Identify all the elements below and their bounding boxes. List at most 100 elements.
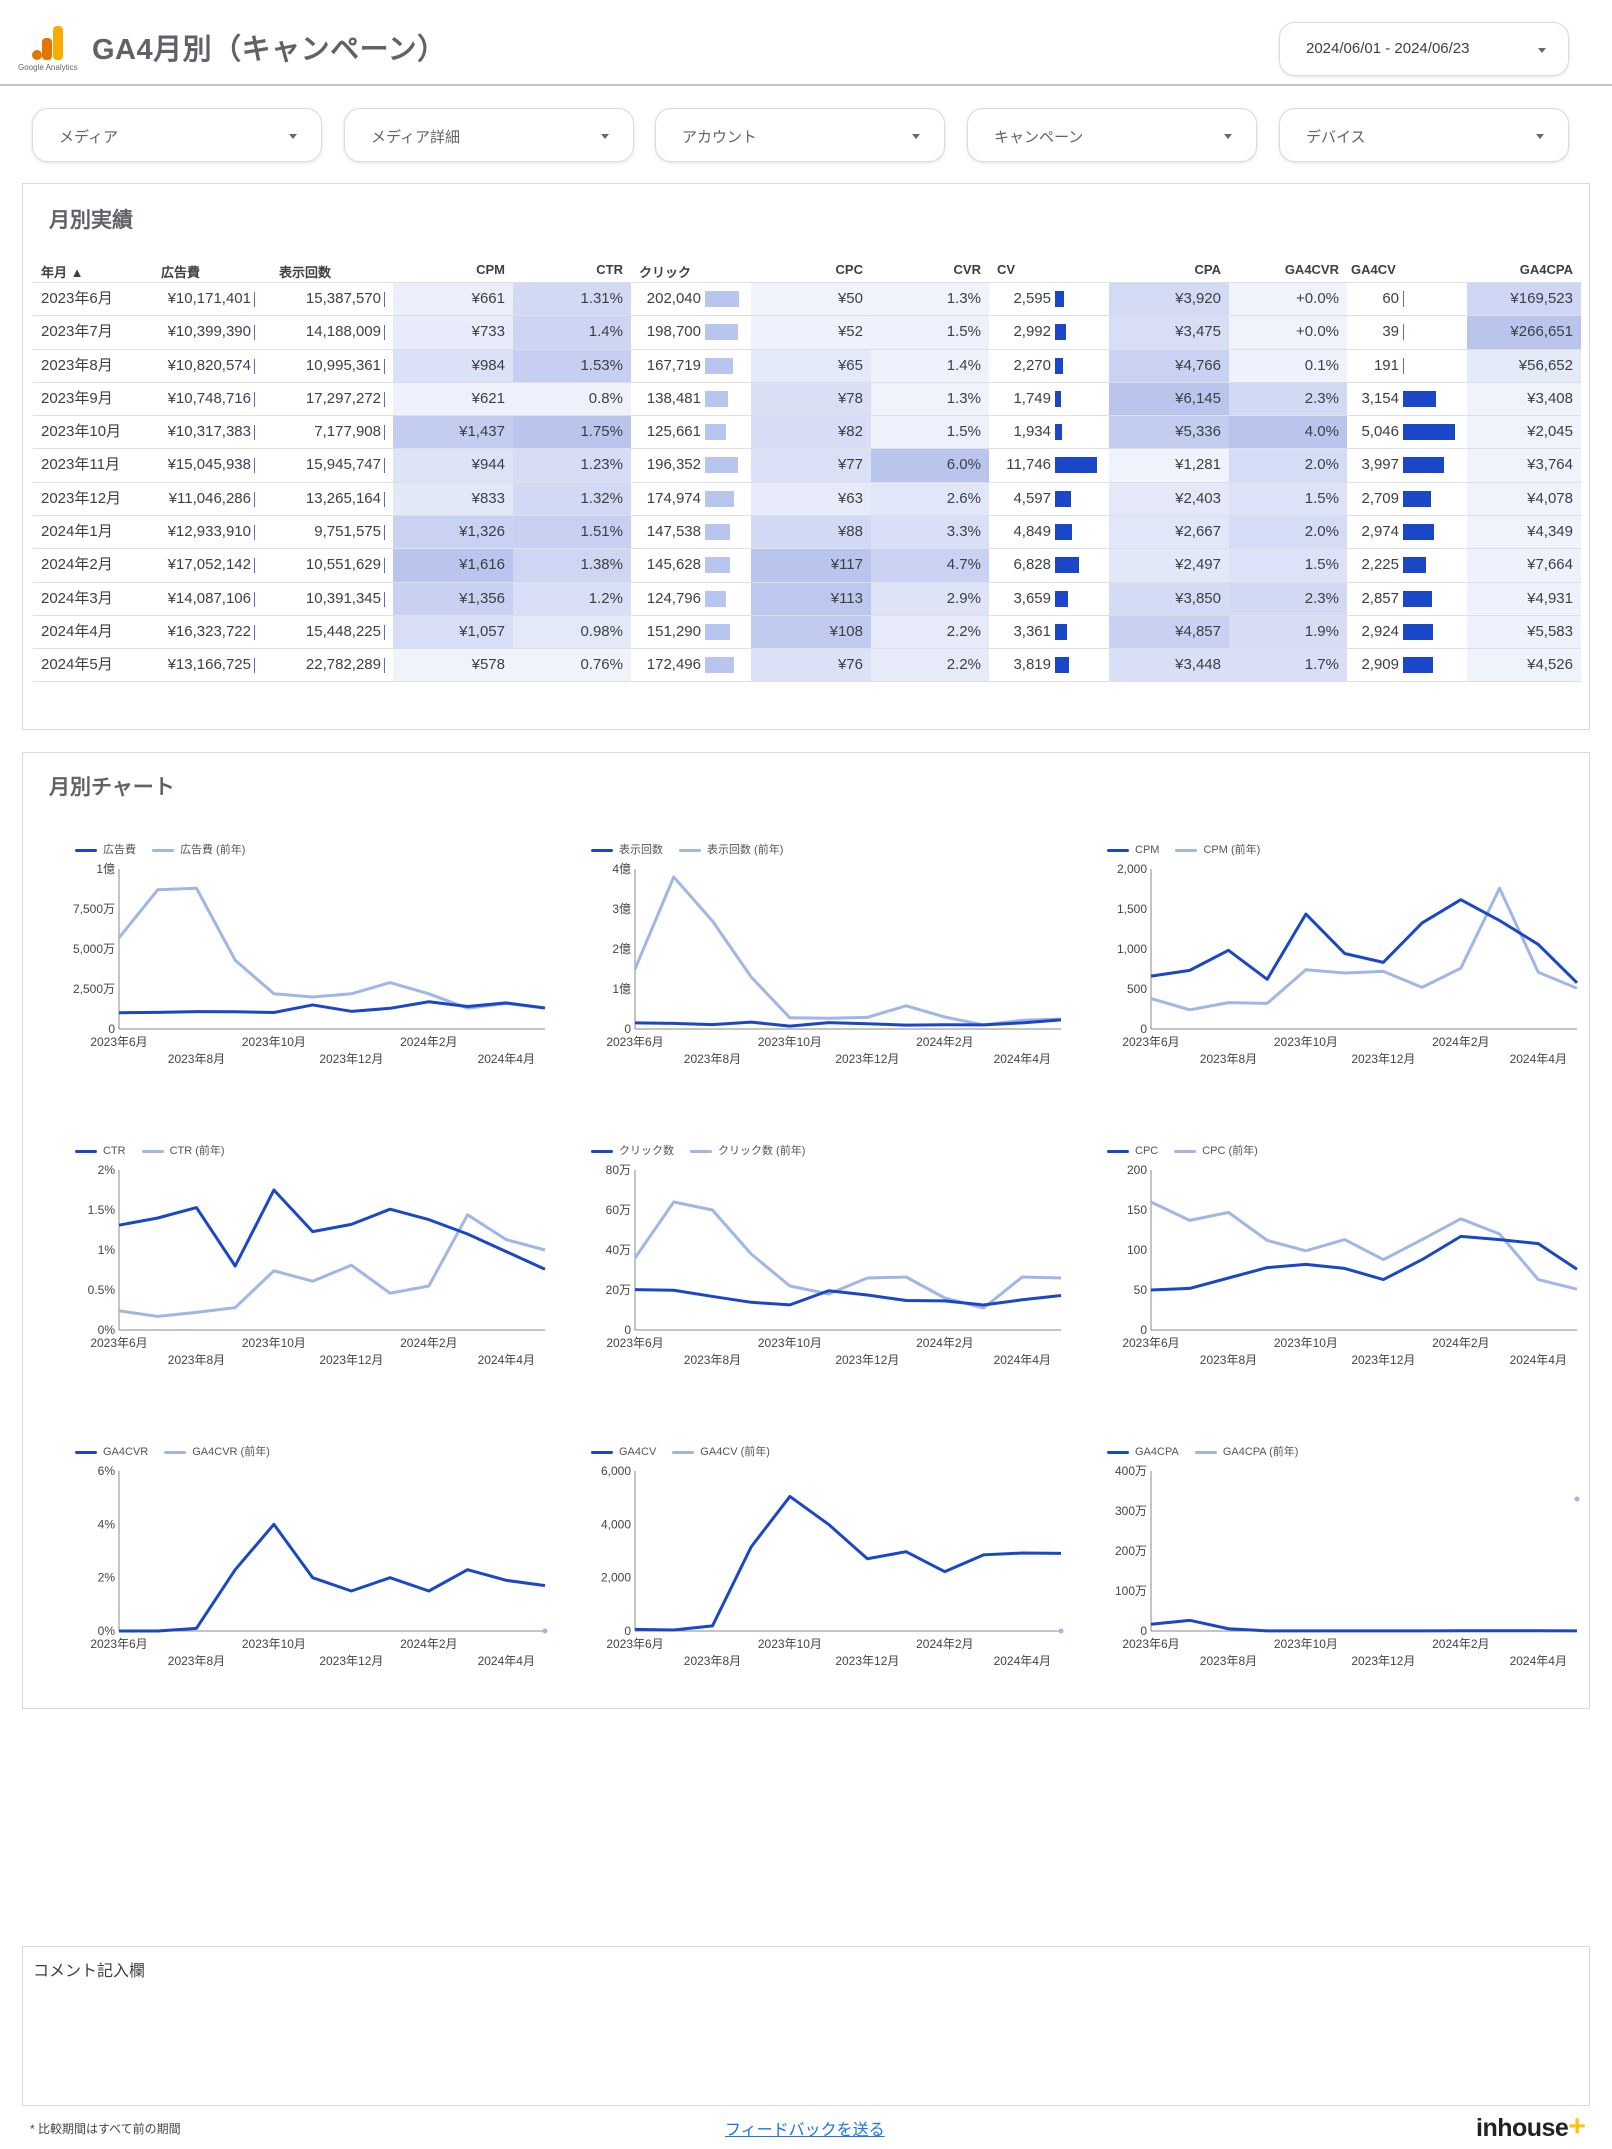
chevron-down-icon [1224, 134, 1232, 139]
legend-item[interactable]: CPM [1107, 844, 1159, 856]
table-cell: ¥4,857 [1109, 615, 1229, 649]
legend-item[interactable]: CPC [1107, 1145, 1158, 1157]
x-tick-label: 2024年2月 [400, 1035, 457, 1049]
cell-value: ¥117 [830, 556, 863, 574]
cell-value: 2.6% [946, 489, 981, 507]
y-tick-label: 2億 [612, 942, 631, 956]
table-cell: ¥56,652 [1467, 349, 1581, 382]
legend-item[interactable]: 広告費 [75, 841, 136, 857]
y-tick-label: 2% [98, 1571, 116, 1585]
cell-value: 1,934 [1013, 423, 1051, 441]
table-cell: 10,551,629 [263, 549, 393, 581]
data-bar [705, 657, 734, 674]
cell-value: ¥52 [837, 323, 863, 341]
filter-campaign[interactable]: キャンペーン [967, 108, 1257, 162]
cell-value: 2.9% [946, 589, 981, 607]
filter-media[interactable]: メディア [32, 108, 322, 162]
table-cell: 172,496 [631, 649, 751, 680]
cell-value: ¥1,281 [1175, 456, 1221, 474]
tick-mark [384, 525, 385, 541]
table-cell: 13,265,164 [263, 483, 393, 515]
table-cell: 14,188,009 [263, 316, 393, 348]
y-tick-label: 500 [1127, 982, 1147, 996]
legend-item[interactable]: GA4CV [591, 1446, 656, 1458]
table-cell: 1.31% [513, 283, 631, 316]
table-cell: 9,751,575 [263, 516, 393, 548]
table-cell: 2,974 [1347, 516, 1467, 548]
cell-value: 4.7% [946, 556, 981, 574]
y-tick-label: 4億 [612, 862, 631, 876]
page-title: GA4月別（キャンペーン） [92, 34, 447, 66]
legend-item[interactable]: CPM (前年) [1175, 841, 1260, 857]
table-cell: 1.4% [871, 349, 989, 382]
legend-swatch [1194, 1450, 1217, 1454]
column-header[interactable]: 年月 ▲ [41, 265, 84, 280]
filter-label: デバイス [1306, 129, 1366, 146]
chart-legend: CTR CTR (前年) [75, 1142, 241, 1158]
data-bar [1403, 324, 1404, 341]
monthly-table-panel: 月別実績 年月 ▲ 広告費 表示回数 CPM CTR クリック CPC CVR CV CPA GA4… [22, 183, 1590, 730]
legend-item[interactable]: CTR [75, 1145, 126, 1157]
filter-media-detail[interactable]: メディア詳細 [344, 108, 634, 162]
data-bar [705, 590, 726, 607]
x-tick-label: 2023年12月 [1351, 1353, 1415, 1367]
table-cell: 2024年2月 [33, 549, 143, 581]
comment-box[interactable]: コメント記入欄 [22, 1946, 1590, 2106]
cell-value: 2,595 [1013, 290, 1051, 307]
chart-plot: 0 20万 40万 60万 80万 2023年6月 2023年10月 2024年2月 2023年… [606, 1163, 1062, 1367]
x-tick-label: 2024年4月 [994, 1353, 1051, 1367]
legend-item[interactable]: 表示回数 (前年) [679, 841, 783, 857]
cell-value: 1.32% [580, 489, 623, 507]
table-cell: 4.0% [1229, 416, 1347, 449]
legend-item[interactable]: GA4CV (前年) [672, 1443, 770, 1459]
y-tick-label: 20万 [606, 1283, 631, 1297]
table-cell: 167,719 [631, 350, 751, 382]
x-tick-label: 2023年8月 [1200, 1353, 1257, 1367]
chart-legend: クリック数 クリック数 (前年) [591, 1142, 821, 1158]
feedback-link[interactable]: フィードバックを送る [725, 2122, 885, 2139]
x-tick-label: 2023年10月 [758, 1336, 822, 1350]
legend-item[interactable]: GA4CPA [1107, 1446, 1179, 1458]
cell-value: ¥2,667 [1175, 523, 1221, 541]
legend-item[interactable]: GA4CVR [75, 1446, 148, 1458]
legend-item[interactable]: CPC (前年) [1174, 1142, 1258, 1158]
legend-item[interactable]: クリック数 [591, 1142, 674, 1158]
legend-item[interactable]: CTR (前年) [141, 1142, 225, 1158]
y-tick-label: 1% [98, 1243, 116, 1257]
table-cell: ¥88 [751, 516, 871, 549]
cell-value: ¥5,336 [1175, 423, 1221, 441]
data-bar [1403, 557, 1426, 574]
x-tick-label: 2023年8月 [684, 1052, 741, 1066]
table-cell: 4,597 [989, 483, 1109, 515]
table-cell: ¥1,616 [393, 549, 513, 582]
date-range-picker[interactable]: 2024/06/01 - 2024/06/23 [1279, 22, 1569, 76]
legend-label: GA4CPA [1135, 1446, 1179, 1458]
y-tick-label: 1,000 [1117, 942, 1147, 956]
table-row: 2023年12月 ¥11,046,286 13,265,164 ¥833 1.32% 17… [33, 481, 1581, 516]
legend-item[interactable]: 表示回数 [591, 841, 663, 857]
x-tick-label: 2023年10月 [1274, 1637, 1338, 1651]
x-tick-label: 2024年4月 [994, 1052, 1051, 1066]
data-bar [705, 291, 739, 307]
legend-swatch [1174, 1149, 1197, 1153]
filter-device[interactable]: デバイス [1279, 108, 1569, 162]
y-tick-label: 0 [624, 1022, 631, 1036]
y-tick-label: 80万 [606, 1163, 631, 1177]
filter-account[interactable]: アカウント [655, 108, 945, 162]
cell-value: 13,265,164 [305, 489, 381, 507]
cell-value: ¥944 [471, 456, 505, 474]
cell-value: 2023年10月 [41, 423, 122, 441]
cell-value: ¥16,323,722 [167, 622, 251, 640]
legend-swatch [672, 1450, 695, 1454]
table-cell: ¥733 [393, 316, 513, 349]
table-cell: ¥77 [751, 449, 871, 482]
legend-item[interactable]: 広告費 (前年) [152, 841, 245, 857]
table-cell: 3,659 [989, 583, 1109, 615]
cell-value: 2024年1月 [41, 523, 113, 541]
filter-label: アカウント [682, 129, 758, 146]
legend-item[interactable]: クリック数 (前年) [690, 1142, 805, 1158]
cell-value: 0.8% [588, 389, 623, 407]
legend-item[interactable]: GA4CPA (前年) [1194, 1443, 1298, 1459]
legend-item[interactable]: GA4CVR (前年) [164, 1443, 270, 1459]
legend-label: CPC (前年) [1202, 1145, 1258, 1157]
